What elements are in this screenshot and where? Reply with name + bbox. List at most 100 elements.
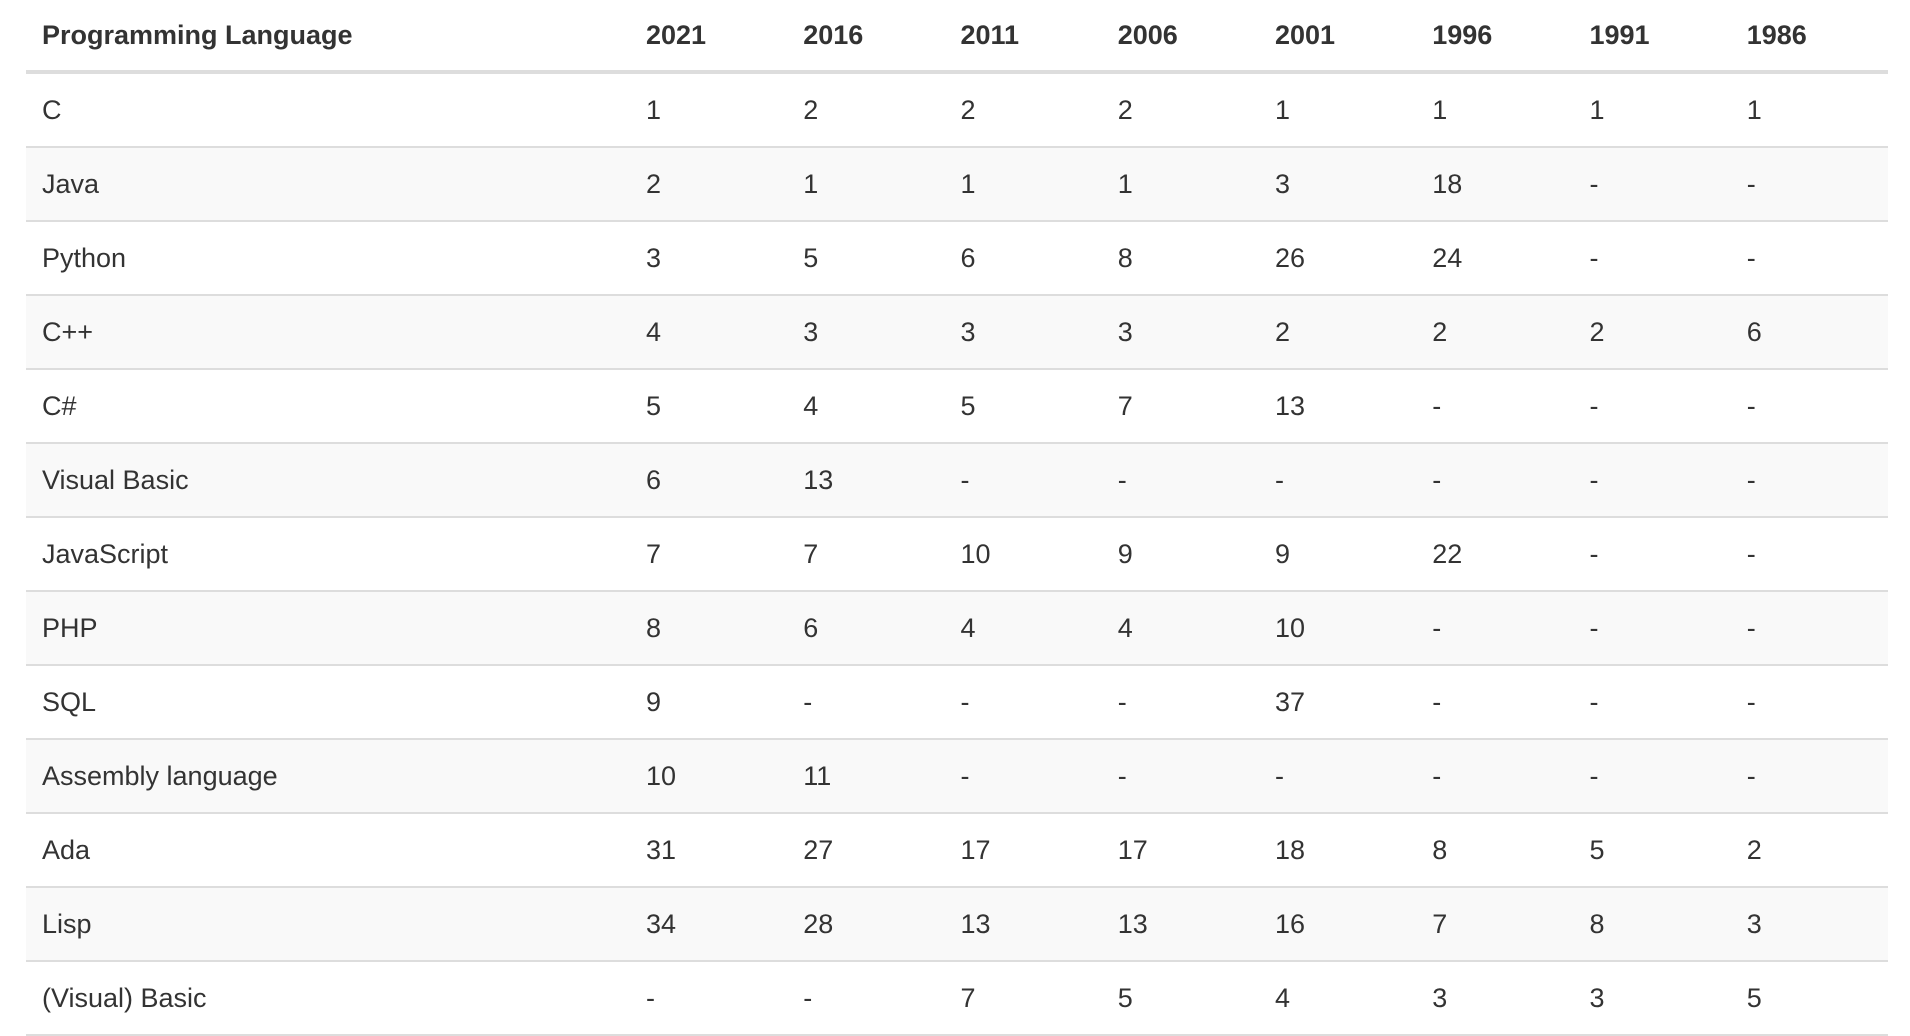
- rank-cell: 5: [787, 221, 945, 296]
- language-name-cell: C: [26, 72, 630, 148]
- table-row: PHP 8 6 4 4 10- - -: [26, 591, 1888, 666]
- language-name-cell: Python: [26, 221, 630, 296]
- rank-cell: 13: [1101, 887, 1259, 962]
- column-header-year: 2001: [1258, 0, 1417, 74]
- rank-cell: 9: [1101, 517, 1259, 592]
- column-header-year: 1996: [1416, 0, 1574, 74]
- rank-cell: 8: [629, 591, 788, 666]
- rank-cell: 3: [629, 221, 788, 296]
- rank-cell: 4: [1101, 591, 1259, 666]
- rank-cell: 3: [944, 295, 1102, 370]
- rank-cell: -: [787, 961, 945, 1036]
- table-row: Java 2 1 1 1 3 18- -: [26, 147, 1888, 222]
- rank-cell: 13: [1258, 369, 1417, 444]
- column-header-year: 1991: [1573, 0, 1731, 74]
- rank-cell: -: [629, 961, 788, 1036]
- rank-cell: 9: [1258, 517, 1417, 592]
- rank-cell: 7: [1101, 369, 1259, 444]
- language-name-cell: C++: [26, 295, 630, 370]
- rank-cell: 24: [1416, 221, 1574, 296]
- language-name-cell: (Visual) Basic: [26, 961, 630, 1036]
- table-header-row: Programming Language 2021 2016 2011 2006 2001…: [26, 0, 1888, 74]
- rank-cell: 1: [1258, 72, 1417, 148]
- table-row: C++ 4 3 3 3 2 2 2 6: [26, 295, 1888, 370]
- rank-cell: -: [1573, 665, 1731, 740]
- rank-cell: -: [1258, 443, 1417, 518]
- rank-cell: -: [1730, 739, 1888, 814]
- rank-cell: 7: [1416, 887, 1574, 962]
- rank-cell: 3: [1573, 961, 1731, 1036]
- column-header-language: Programming Language: [26, 0, 630, 74]
- rank-cell: 9: [629, 665, 788, 740]
- table-row: SQL 9- - -37- - -: [26, 665, 1888, 740]
- rank-cell: 2: [1573, 295, 1731, 370]
- rank-cell: -: [1573, 369, 1731, 444]
- rank-cell: 5: [629, 369, 788, 444]
- rank-cell: 2: [1101, 72, 1259, 148]
- rank-cell: 1: [1730, 72, 1888, 148]
- language-name-cell: Ada: [26, 813, 630, 888]
- rank-cell: 26: [1258, 221, 1417, 296]
- column-header-year: 2006: [1101, 0, 1259, 74]
- rank-cell: -: [1730, 443, 1888, 518]
- rank-cell: -: [1416, 443, 1574, 518]
- rank-cell: 8: [1416, 813, 1574, 888]
- column-header-year: 1986: [1730, 0, 1888, 74]
- rank-cell: -: [1730, 147, 1888, 222]
- rank-cell: 7: [787, 517, 945, 592]
- rank-cell: -: [944, 665, 1102, 740]
- language-name-cell: Visual Basic: [26, 443, 630, 518]
- rank-cell: 5: [1573, 813, 1731, 888]
- rank-cell: 5: [944, 369, 1102, 444]
- rank-cell: 10: [629, 739, 788, 814]
- rank-cell: 13: [944, 887, 1102, 962]
- table-row: Lisp 34 28 13 13 16 7 8 3: [26, 887, 1888, 962]
- rank-cell: 3: [1730, 887, 1888, 962]
- table-header: Programming Language 2021 2016 2011 2006 2001…: [26, 0, 1888, 74]
- rank-cell: 31: [629, 813, 788, 888]
- table-row: Assembly language 10 11- - - - - -: [26, 739, 1888, 814]
- rank-cell: 11: [787, 739, 945, 814]
- rank-cell: 3: [1258, 147, 1417, 222]
- rank-cell: 1: [1416, 72, 1574, 148]
- rank-cell: 2: [1416, 295, 1574, 370]
- column-header-year: 2016: [787, 0, 945, 74]
- rank-cell: 37: [1258, 665, 1417, 740]
- rank-cell: 2: [629, 147, 788, 222]
- table-row: (Visual) Basic - -7 5 4 3 3 5: [26, 961, 1888, 1036]
- rank-cell: 2: [1730, 813, 1888, 888]
- table-row: Visual Basic 6 13- - - - - -: [26, 443, 1888, 518]
- rank-cell: 2: [944, 72, 1102, 148]
- rank-cell: 7: [944, 961, 1102, 1036]
- rank-cell: 2: [787, 72, 945, 148]
- rank-cell: 1: [944, 147, 1102, 222]
- rank-cell: 3: [1416, 961, 1574, 1036]
- rank-cell: 1: [787, 147, 945, 222]
- rank-cell: -: [1416, 665, 1574, 740]
- rank-cell: -: [1730, 517, 1888, 592]
- rank-cell: 10: [1258, 591, 1417, 666]
- column-header-year: 2021: [629, 0, 788, 74]
- rank-cell: -: [1416, 591, 1574, 666]
- language-name-cell: C#: [26, 369, 630, 444]
- rank-cell: -: [1101, 739, 1259, 814]
- language-ranking-table-container: Programming Language 2021 2016 2011 2006 2001…: [26, 0, 1888, 1036]
- rank-cell: 18: [1258, 813, 1417, 888]
- rank-cell: -: [1730, 369, 1888, 444]
- rank-cell: 4: [944, 591, 1102, 666]
- rank-cell: 18: [1416, 147, 1574, 222]
- rank-cell: -: [1573, 443, 1731, 518]
- language-name-cell: Lisp: [26, 887, 630, 962]
- table-row: C# 5 4 5 7 13- - -: [26, 369, 1888, 444]
- language-name-cell: Java: [26, 147, 630, 222]
- rank-cell: 1: [629, 72, 788, 148]
- rank-cell: -: [1101, 665, 1259, 740]
- rank-cell: 6: [1730, 295, 1888, 370]
- rank-cell: -: [1573, 739, 1731, 814]
- rank-cell: -: [1416, 739, 1574, 814]
- rank-cell: -: [1573, 147, 1731, 222]
- table-row: JavaScript 7 7 10 9 9 22- -: [26, 517, 1888, 592]
- column-header-year: 2011: [944, 0, 1102, 74]
- rank-cell: -: [1416, 369, 1574, 444]
